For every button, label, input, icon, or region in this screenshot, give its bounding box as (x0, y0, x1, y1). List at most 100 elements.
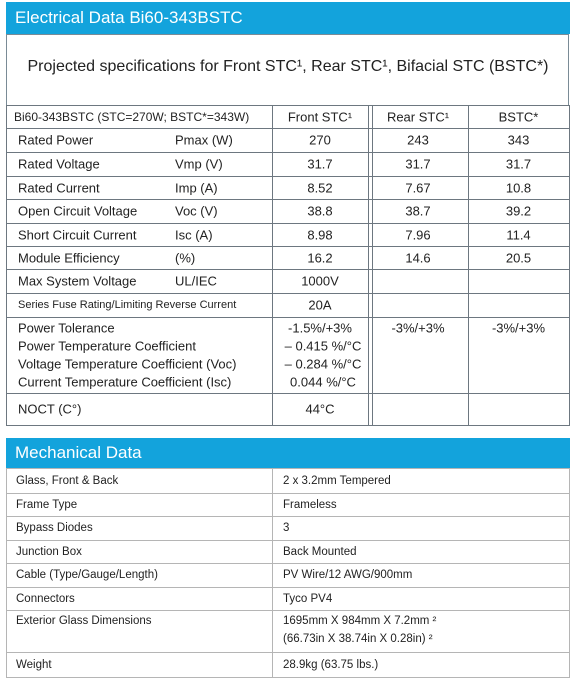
border (6, 199, 570, 200)
border (6, 610, 570, 611)
row-value: (66.73in X 38.74in X 0.28in) ² (283, 633, 433, 645)
border (6, 105, 570, 106)
cell-value: 8.52 (307, 180, 333, 196)
row-label: Glass, Front & Back (16, 474, 119, 487)
row-label: Bypass Diodes (16, 522, 93, 534)
row-value: 1695mm X 984mm X 7.2mm ² (283, 615, 437, 627)
cell-value: 31.7 (307, 156, 333, 172)
border (569, 105, 570, 425)
border (372, 105, 373, 425)
cell-value: -3%/+3% (391, 320, 445, 336)
border (468, 105, 469, 425)
border (6, 563, 570, 564)
border (6, 677, 570, 678)
row-label: Connectors (16, 592, 75, 605)
cell-value: 11.4 (506, 227, 531, 243)
subtitle-box (6, 34, 569, 105)
row-value: PV Wire/12 AWG/900mm (283, 569, 413, 581)
row-label: Power Temperature Coefficient (18, 338, 197, 354)
cell-value: 31.7 (505, 156, 532, 172)
row-label: Weight (16, 658, 52, 671)
row-label: Module Efficiency (18, 250, 120, 266)
row-unit: UL/IEC (175, 273, 217, 289)
cell-value: 38.7 (405, 203, 431, 219)
row-unit: Imp (A) (175, 180, 218, 196)
row-label: Junction Box (16, 545, 82, 558)
mechanical-title: Mechanical Data (6, 438, 570, 468)
row-label: Rated Voltage (18, 156, 100, 172)
electrical-subtitle: Projected specifications for Front STC¹,… (27, 58, 549, 75)
border (6, 468, 570, 469)
cell-value: – 0.284 %/°C (284, 356, 362, 372)
row-label: Rated Power (18, 132, 94, 148)
row-value: Back Mounted (283, 545, 357, 558)
cell-value: 14.6 (405, 250, 431, 266)
electrical-title: Electrical Data Bi60-343BSTC (6, 2, 570, 34)
border (272, 105, 273, 425)
row-label: Series Fuse Rating/Limiting Reverse Curr… (18, 299, 237, 311)
row-value: 2 x 3.2mm Tempered (283, 474, 391, 487)
cell-value: 38.8 (307, 203, 333, 219)
cell-value: 20A (308, 297, 332, 313)
border (6, 176, 570, 177)
cell-value: 44°C (305, 401, 335, 417)
cell-value: 20.5 (505, 250, 532, 266)
column-header: Rear STC¹ (386, 109, 450, 125)
border (6, 540, 570, 541)
cell-value: 31.7 (405, 156, 431, 172)
row-unit: Isc (A) (175, 227, 213, 243)
border (6, 269, 570, 270)
row-label: Power Tolerance (18, 320, 115, 336)
border (569, 468, 570, 677)
cell-value: 16.2 (307, 250, 333, 266)
border (6, 493, 570, 494)
column-header: BSTC* (498, 109, 539, 125)
border (272, 468, 273, 677)
border (6, 105, 7, 425)
border (368, 105, 369, 425)
row-label: Rated Current (18, 180, 100, 196)
border (6, 317, 570, 318)
border (6, 425, 570, 426)
border (6, 128, 570, 129)
cell-value: 243 (407, 132, 429, 148)
row-value: Frameless (283, 498, 337, 511)
row-label: Exterior Glass Dimensions (16, 615, 152, 627)
row-value: Tyco PV4 (283, 592, 333, 605)
row-label: Current Temperature Coefficient (Isc) (18, 374, 232, 390)
column-header: Front STC¹ (287, 109, 353, 125)
row-label: Voltage Temperature Coefficient (Voc) (18, 356, 237, 372)
border (6, 516, 570, 517)
row-label: Open Circuit Voltage (18, 203, 138, 219)
row-label: Cable (Type/Gauge/Length) (16, 569, 158, 581)
cell-value: 270 (309, 132, 331, 148)
border (6, 468, 7, 677)
row-label: Frame Type (16, 498, 78, 511)
border (6, 293, 570, 294)
border (6, 223, 570, 224)
cell-value: 7.67 (405, 180, 431, 196)
border (6, 587, 570, 588)
row-label: Short Circuit Current (18, 227, 137, 243)
cell-value: 8.98 (307, 227, 333, 243)
row-value: 28.9kg (63.75 lbs.) (283, 658, 379, 671)
row-label: NOCT (C°) (18, 401, 82, 417)
border (6, 246, 570, 247)
cell-value: 7.96 (405, 227, 431, 243)
row-unit: (%) (175, 250, 196, 266)
cell-value: – 0.415 %/°C (284, 338, 362, 354)
row-unit: Voc (V) (175, 203, 218, 219)
cell-value: 39.2 (505, 203, 532, 219)
row-unit: Vmp (V) (175, 156, 223, 172)
row-label: Max System Voltage (18, 273, 137, 289)
column-header: Bi60-343BSTC (STC=270W; BSTC*=343W) (14, 110, 250, 124)
cell-value: 1000V (301, 273, 339, 289)
border (6, 393, 570, 394)
cell-value: -3%/+3% (491, 320, 546, 336)
border (6, 652, 570, 653)
row-unit: Pmax (W) (175, 132, 233, 148)
border (6, 152, 570, 153)
row-value: 3 (283, 522, 290, 534)
cell-value: 343 (507, 132, 530, 148)
